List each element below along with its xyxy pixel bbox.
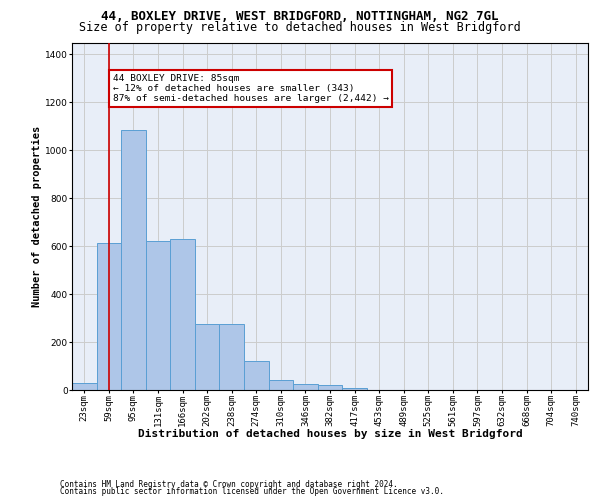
Text: Size of property relative to detached houses in West Bridgford: Size of property relative to detached ho…: [79, 21, 521, 34]
X-axis label: Distribution of detached houses by size in West Bridgford: Distribution of detached houses by size …: [137, 429, 523, 439]
Bar: [220, 324, 244, 390]
Text: 44 BOXLEY DRIVE: 85sqm
← 12% of detached houses are smaller (343)
87% of semi-de: 44 BOXLEY DRIVE: 85sqm ← 12% of detached…: [113, 74, 389, 104]
Bar: [244, 361, 269, 390]
Text: 44, BOXLEY DRIVE, WEST BRIDGFORD, NOTTINGHAM, NG2 7GL: 44, BOXLEY DRIVE, WEST BRIDGFORD, NOTTIN…: [101, 10, 499, 23]
Bar: [121, 130, 146, 390]
Text: Contains public sector information licensed under the Open Government Licence v3: Contains public sector information licen…: [60, 488, 444, 496]
Bar: [318, 385, 342, 390]
Bar: [97, 242, 121, 390]
Bar: [342, 388, 367, 390]
Text: Contains HM Land Registry data © Crown copyright and database right 2024.: Contains HM Land Registry data © Crown c…: [60, 480, 398, 489]
Y-axis label: Number of detached properties: Number of detached properties: [32, 126, 42, 307]
Bar: [146, 242, 170, 390]
Bar: [195, 324, 220, 390]
Bar: [170, 239, 195, 390]
Bar: [72, 383, 97, 390]
Bar: [293, 384, 318, 390]
Bar: [269, 380, 293, 390]
